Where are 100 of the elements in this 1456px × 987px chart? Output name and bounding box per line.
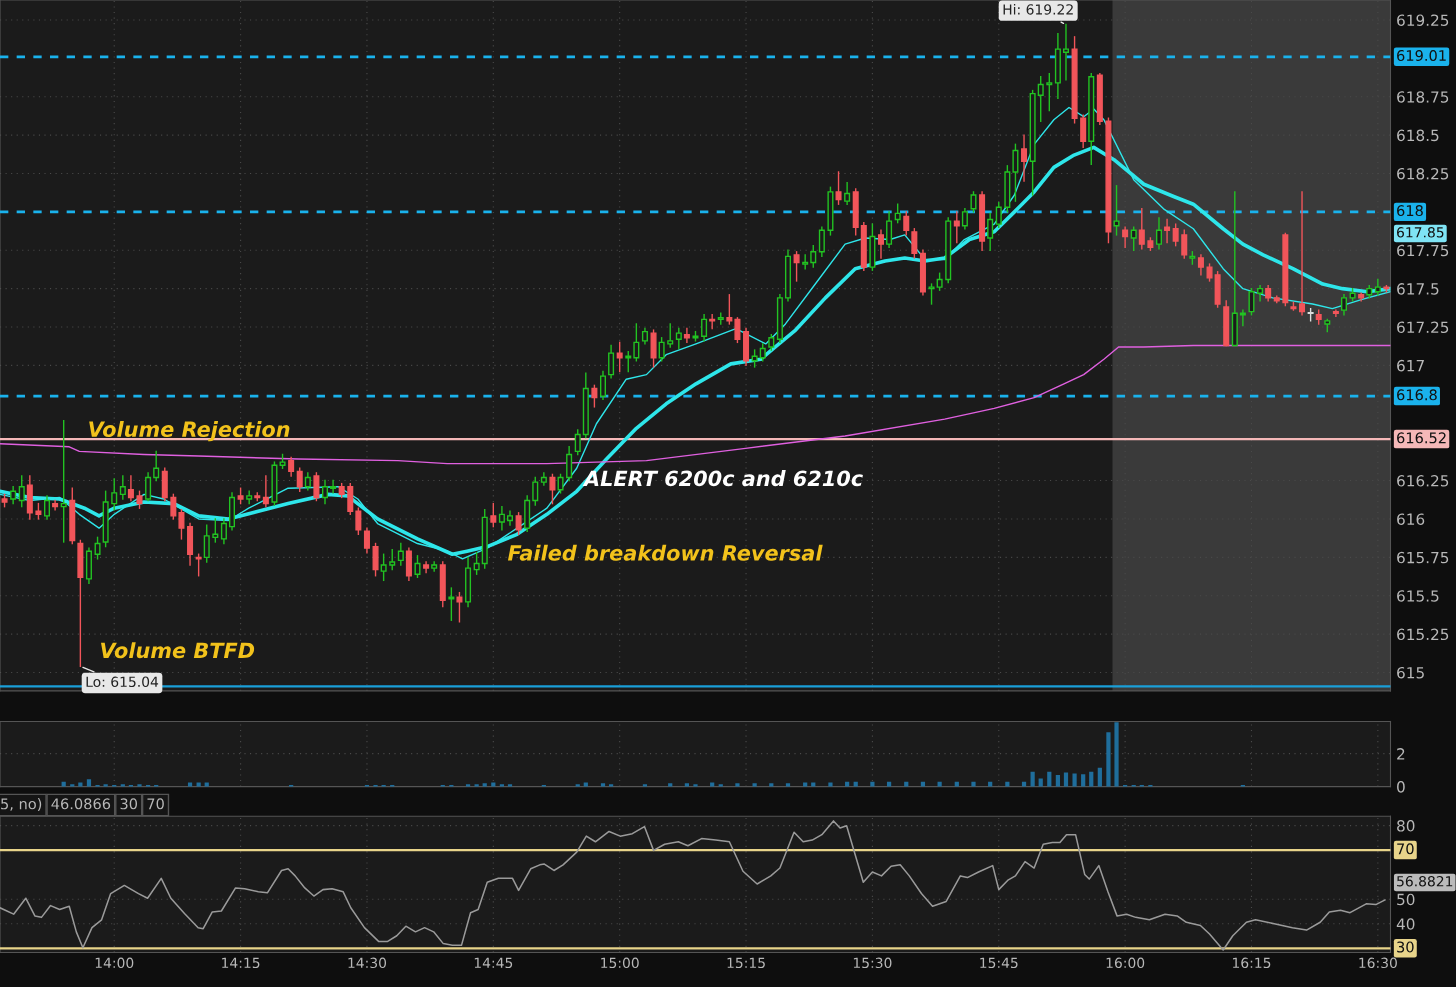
y-tick-label: 617 xyxy=(1397,359,1424,372)
y-tick-label: 40 xyxy=(1396,918,1415,930)
annotation: Volume BTFD xyxy=(101,642,255,659)
candlestick xyxy=(296,467,303,493)
candlestick xyxy=(195,553,202,577)
candlestick xyxy=(540,472,547,486)
text: 617.85 xyxy=(1397,227,1444,238)
x-tick-label: 15:30 xyxy=(853,957,892,969)
candlestick xyxy=(1155,217,1162,250)
candlestick xyxy=(1257,284,1264,302)
candlestick xyxy=(473,552,480,575)
candlestick xyxy=(970,191,977,213)
candlestick xyxy=(43,495,51,520)
text: 70 xyxy=(147,798,164,810)
candlestick xyxy=(170,493,177,520)
text: 56.8821 xyxy=(1397,875,1453,887)
candlestick xyxy=(658,337,665,362)
annotation: Volume Rejection xyxy=(89,420,290,442)
candlestick xyxy=(1080,114,1087,149)
candlestick xyxy=(1374,278,1381,296)
candlestick xyxy=(1012,143,1019,202)
candlestick xyxy=(330,479,337,494)
line-series xyxy=(0,344,1391,465)
candlestick xyxy=(557,473,564,494)
x-tick-label: 15:45 xyxy=(980,957,1018,969)
candlestick xyxy=(490,502,497,528)
x-tick-label: 16:00 xyxy=(1106,957,1145,969)
candlestick xyxy=(599,370,607,400)
candlestick xyxy=(414,555,421,578)
candlestick xyxy=(886,211,893,248)
candlestick xyxy=(844,182,851,205)
candlestick xyxy=(456,591,463,623)
candlestick xyxy=(153,450,160,482)
candlestick xyxy=(911,228,918,259)
candlestick xyxy=(566,446,573,482)
y-tick-label: 2 xyxy=(1397,748,1405,760)
x-tick-label: 14:45 xyxy=(474,957,513,969)
bar xyxy=(1055,775,1060,787)
y-tick-label: 619.25 xyxy=(1397,14,1449,26)
candlestick xyxy=(591,384,598,408)
candlestick xyxy=(802,254,809,270)
candlestick xyxy=(549,473,556,505)
candlestick xyxy=(220,518,227,545)
candlestick xyxy=(1113,185,1120,236)
candlestick xyxy=(1122,226,1129,248)
y-tick-label: 0 xyxy=(1397,781,1405,793)
candlestick xyxy=(94,536,101,560)
candlestick xyxy=(372,542,379,577)
candlestick xyxy=(246,490,253,505)
text: 5, no) xyxy=(1,798,42,812)
candlestick xyxy=(145,472,152,502)
bar xyxy=(1072,773,1077,787)
x-tick-label: 14:30 xyxy=(348,957,387,969)
candlestick xyxy=(389,548,396,571)
bar xyxy=(693,784,698,787)
x-tick-label: 16:15 xyxy=(1233,957,1271,969)
bar xyxy=(1097,767,1102,787)
candlestick xyxy=(1181,229,1188,259)
candlestick xyxy=(903,211,910,236)
candlestick xyxy=(608,344,615,379)
candlestick xyxy=(810,244,817,268)
bar xyxy=(86,779,92,787)
candlestick xyxy=(995,201,1002,228)
candlestick xyxy=(1340,294,1347,316)
y-tick-label: 617.75 xyxy=(1397,244,1449,257)
candlestick xyxy=(928,283,935,305)
line-series xyxy=(0,820,1386,951)
y-tick-label: 618.5 xyxy=(1397,129,1439,142)
candlestick xyxy=(1164,218,1171,244)
bar xyxy=(1106,732,1111,787)
y-tick-label: 50 xyxy=(1397,893,1415,906)
candlestick xyxy=(616,341,623,373)
candlestick xyxy=(633,323,640,362)
candlestick xyxy=(321,479,329,505)
y-tick-label: 615.5 xyxy=(1397,590,1439,602)
candlestick xyxy=(1062,23,1069,81)
ref-line-label: 70 xyxy=(1397,843,1414,855)
ref-line-label: 619.01 xyxy=(1397,50,1446,62)
candlestick xyxy=(355,507,362,535)
candlestick xyxy=(1046,73,1053,112)
y-tick-label: 615.25 xyxy=(1397,628,1449,641)
candlestick xyxy=(363,527,370,554)
candlestick xyxy=(1197,254,1204,276)
ref-line-label: 616.52 xyxy=(1397,432,1446,444)
candlestick xyxy=(675,327,682,350)
candlestick xyxy=(111,478,118,511)
candlestick xyxy=(894,203,901,224)
x-tick-label: 14:15 xyxy=(222,957,260,969)
bar xyxy=(735,783,740,787)
bar xyxy=(971,781,976,787)
bar xyxy=(137,784,142,787)
candlestick xyxy=(1172,223,1179,247)
candlestick xyxy=(667,323,674,348)
candlestick xyxy=(574,429,581,456)
candlestick xyxy=(431,561,438,572)
y-tick-label: 617.25 xyxy=(1397,321,1449,334)
text: 30 xyxy=(120,798,138,810)
text: 46.0866 xyxy=(51,798,111,810)
candlestick xyxy=(60,419,67,543)
y-tick-label: 618.75 xyxy=(1397,91,1449,103)
